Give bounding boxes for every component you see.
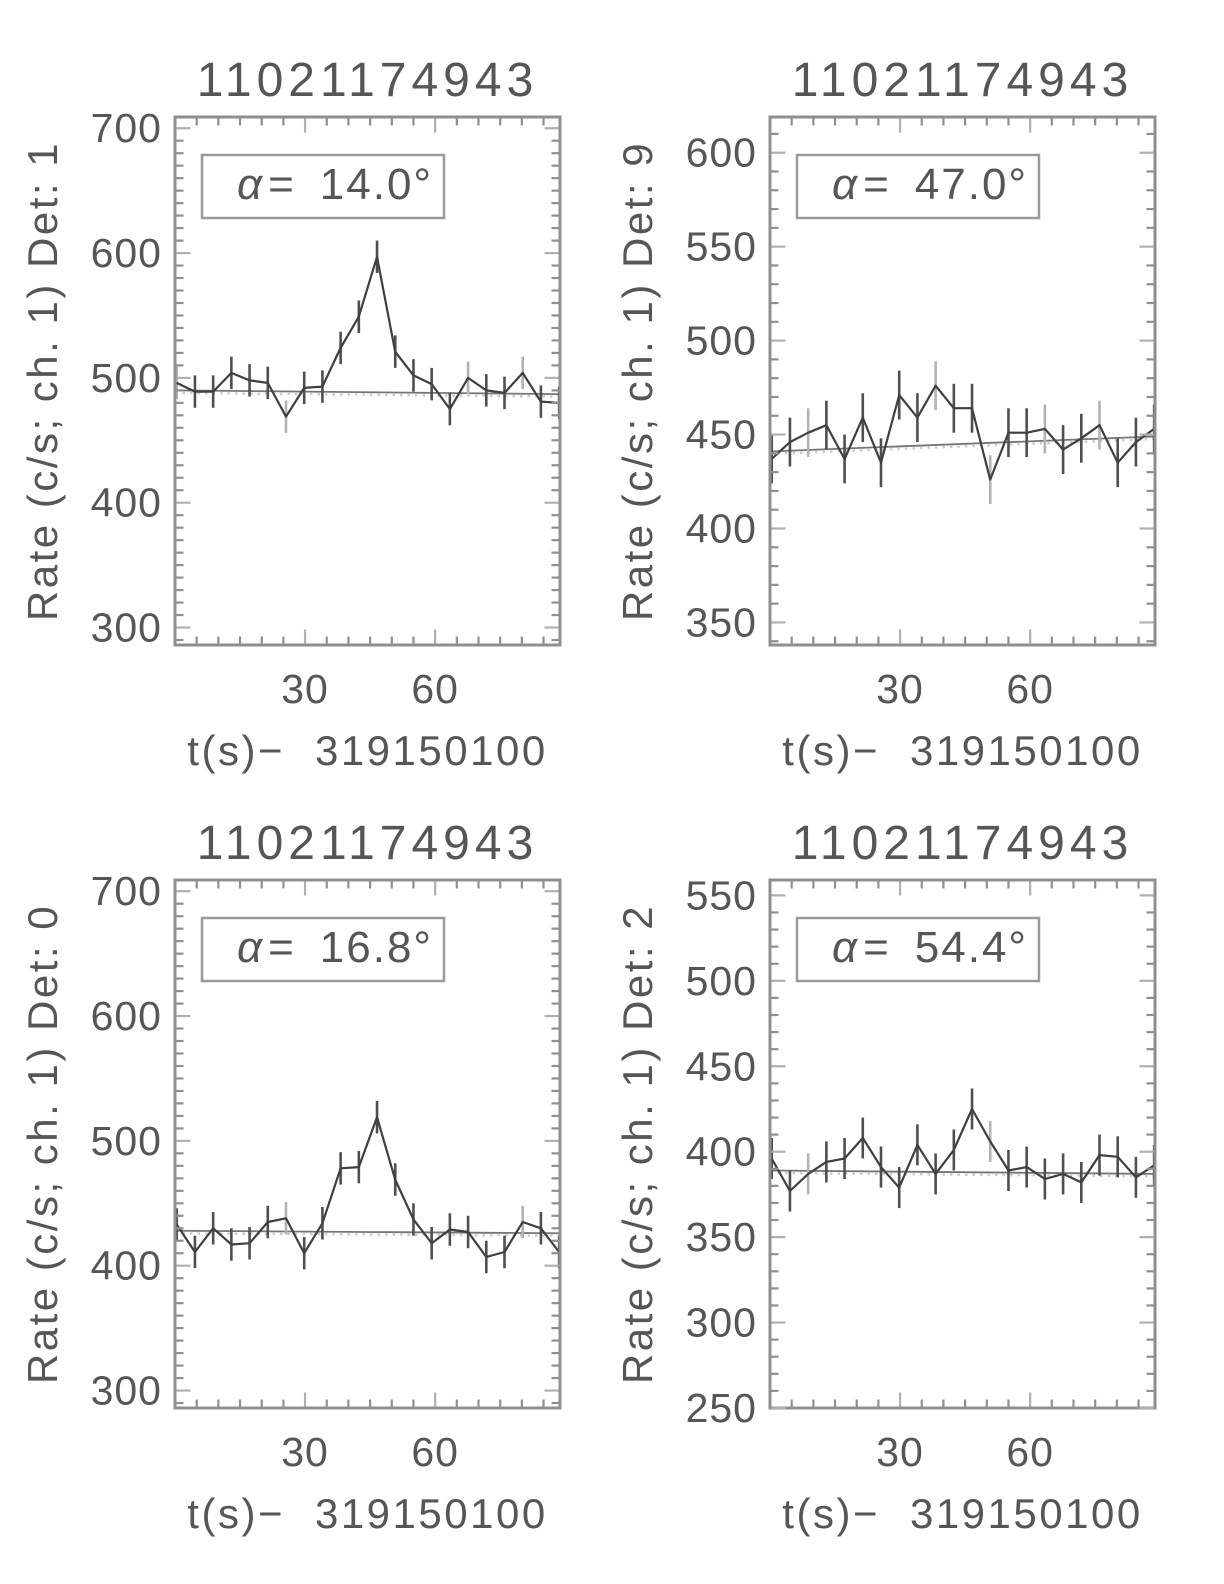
y-tick-label: 400 — [91, 480, 162, 526]
y-tick-label: 600 — [91, 993, 162, 1039]
light-curve-line — [175, 1116, 560, 1259]
background-fit-line — [174, 1229, 561, 1235]
background-fit-line — [769, 435, 1156, 453]
y-tick-label: 700 — [91, 105, 162, 151]
x-tick-label: 60 — [411, 1429, 459, 1475]
background-fit-line — [174, 389, 561, 396]
y-tick-label: 300 — [91, 1368, 162, 1414]
y-tick-label: 500 — [91, 355, 162, 401]
alpha-annotation: α= 14.0° — [237, 160, 433, 209]
x-tick-label: 60 — [411, 666, 459, 712]
y-tick-label: 500 — [91, 1118, 162, 1164]
y-tick-label: 700 — [91, 868, 162, 914]
y-axis-label: Rate (c/s; ch. 1) Det: 1 — [19, 141, 66, 621]
panel-title: 11021174943 — [197, 817, 539, 870]
alpha-annotation: α= 47.0° — [832, 160, 1028, 209]
alpha-annotation: α= 16.8° — [237, 923, 433, 972]
alpha-annotation-box — [795, 153, 1041, 220]
panel-det-9: 350 400 450 500 550 600 30 60 11021174943 t(s)− 31… — [614, 54, 1157, 774]
light-curve-line — [770, 384, 1155, 481]
x-axis-label: t(s)− 319150100 — [187, 727, 547, 774]
panel-det-0: 300 400 500 600 700 30 60 11021174943 t(s)− 31915… — [19, 817, 562, 1537]
panel-title: 11021174943 — [792, 817, 1134, 870]
y-tick-label: 500 — [686, 958, 757, 1004]
plot-frame — [173, 878, 562, 1410]
alpha-annotation-box — [795, 916, 1041, 983]
plot-frame — [768, 115, 1157, 647]
y-tick-label: 300 — [91, 605, 162, 651]
alpha-annotation: α= 54.4° — [832, 923, 1028, 972]
y-tick-label: 600 — [91, 230, 162, 276]
x-tick-label: 30 — [281, 666, 329, 712]
light-curve-line — [176, 255, 560, 418]
y-tick-label: 600 — [686, 130, 757, 176]
y-tick-label: 450 — [686, 1043, 757, 1089]
y-tick-label: 300 — [686, 1300, 757, 1346]
y-tick-label: 450 — [686, 412, 757, 458]
x-axis-label: t(s)− 319150100 — [782, 727, 1142, 774]
background-fit-line — [769, 1169, 1156, 1175]
y-tick-label: 350 — [686, 1214, 757, 1260]
y-axis-label: Rate (c/s; ch. 1) Det: 0 — [19, 904, 66, 1384]
panel-det-2: 250 300 350 400 450 500 550 30 60 11021174943 t(s)… — [614, 817, 1157, 1537]
light-curve-line — [770, 1107, 1155, 1193]
y-tick-label: 500 — [686, 318, 757, 364]
alpha-annotation-box — [200, 916, 446, 983]
plot-frame — [768, 878, 1157, 1410]
y-tick-label: 400 — [686, 506, 757, 552]
panel-det-1: 300 400 500 600 700 30 60 11021174943 t(s)− 31915… — [19, 54, 562, 774]
panel-title: 11021174943 — [792, 54, 1134, 107]
y-tick-label: 400 — [686, 1129, 757, 1175]
y-tick-label: 550 — [686, 224, 757, 270]
x-axis-label: t(s)− 319150100 — [782, 1490, 1142, 1537]
x-tick-label: 30 — [876, 666, 924, 712]
x-tick-label: 30 — [281, 1429, 329, 1475]
y-tick-label: 550 — [686, 872, 757, 918]
y-axis-label: Rate (c/s; ch. 1) Det: 9 — [614, 141, 661, 621]
x-tick-label: 60 — [1006, 1429, 1054, 1475]
y-tick-label: 250 — [686, 1385, 757, 1431]
panel-title: 11021174943 — [197, 54, 539, 107]
x-tick-label: 60 — [1006, 666, 1054, 712]
y-tick-label: 350 — [686, 599, 757, 645]
plot-frame — [173, 115, 562, 647]
alpha-annotation-box — [200, 153, 446, 220]
background-fit-dotted-line — [769, 437, 1156, 456]
y-tick-label: 400 — [91, 1243, 162, 1289]
x-axis-label: t(s)− 319150100 — [187, 1490, 547, 1537]
y-axis-label: Rate (c/s; ch. 1) Det: 2 — [614, 904, 661, 1384]
x-tick-label: 30 — [876, 1429, 924, 1475]
